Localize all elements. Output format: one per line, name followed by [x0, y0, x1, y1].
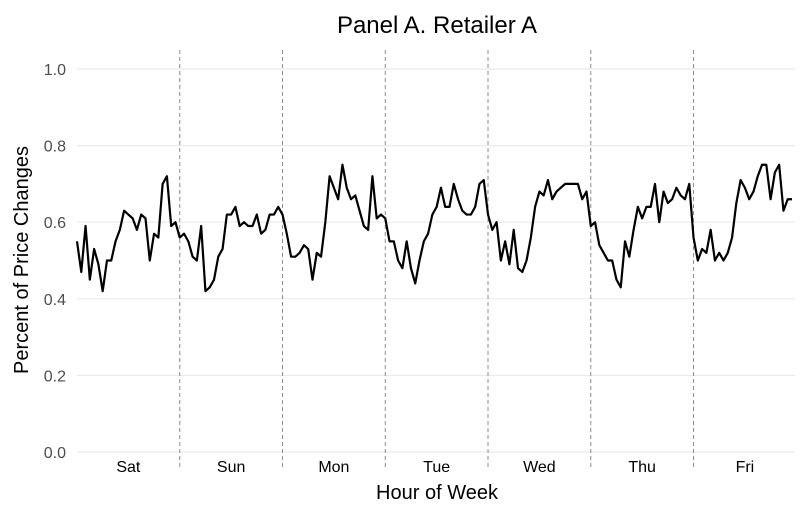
day-label-thu: Thu	[628, 459, 656, 476]
x-axis-day-labels: Sat Sun Mon Tue Wed Thu Fri	[116, 459, 754, 476]
y-axis-ticks: 0.0 0.2 0.4 0.6 0.8 1.0	[44, 62, 66, 462]
series-line	[75, 163, 792, 293]
day-label-sun: Sun	[217, 459, 245, 476]
y-tick-label: 0.6	[44, 215, 66, 232]
day-label-wed: Wed	[523, 459, 556, 476]
x-axis-title: Hour of Week	[376, 482, 499, 504]
y-tick-label: 0.4	[44, 292, 66, 309]
y-tick-label: 1.0	[44, 62, 66, 79]
day-label-fri: Fri	[736, 459, 755, 476]
day-dividers	[179, 50, 695, 468]
day-label-tue: Tue	[423, 459, 450, 476]
grid-lines	[77, 68, 795, 453]
y-tick-label: 0.2	[44, 368, 66, 385]
y-tick-label: 0.0	[44, 445, 66, 462]
y-axis-title: Percent of Price Changes	[11, 146, 33, 374]
day-label-sat: Sat	[116, 459, 141, 476]
y-tick-label: 0.8	[44, 139, 66, 156]
chart-title: Panel A. Retailer A	[337, 12, 537, 39]
day-label-mon: Mon	[318, 459, 349, 476]
